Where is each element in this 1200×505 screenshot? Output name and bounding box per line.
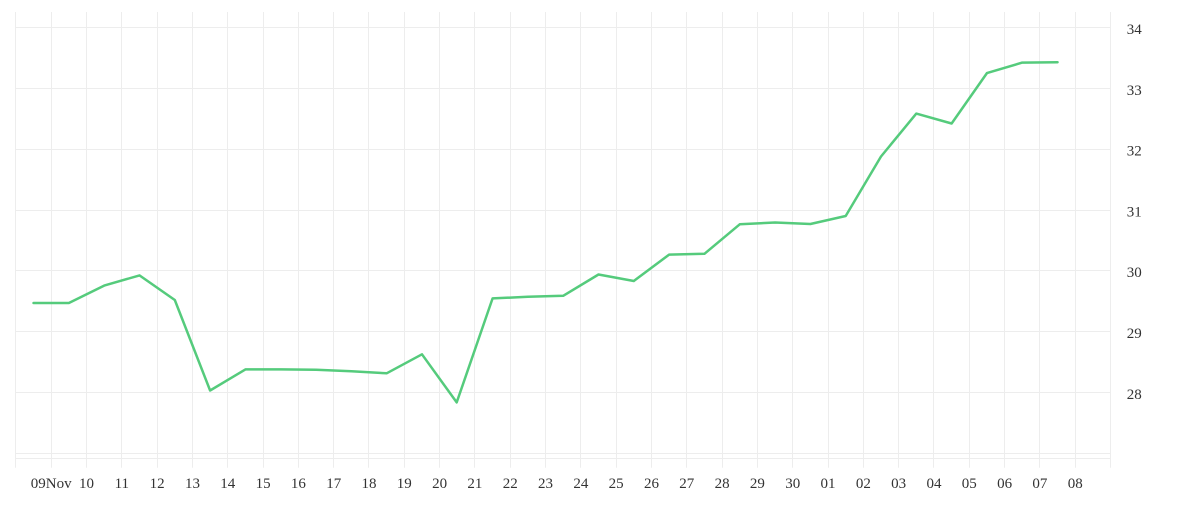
svg-text:12: 12 (150, 476, 165, 492)
svg-text:26: 26 (644, 476, 660, 492)
svg-text:17: 17 (326, 476, 342, 492)
svg-text:24: 24 (573, 476, 589, 492)
svg-text:05: 05 (962, 476, 977, 492)
svg-text:27: 27 (679, 476, 695, 492)
svg-text:25: 25 (609, 476, 624, 492)
svg-text:18: 18 (362, 476, 377, 492)
svg-text:21: 21 (467, 476, 482, 492)
svg-text:20: 20 (432, 476, 447, 492)
svg-text:28: 28 (715, 476, 730, 492)
svg-text:07: 07 (1032, 476, 1048, 492)
svg-text:22: 22 (503, 476, 518, 492)
svg-text:15: 15 (256, 476, 271, 492)
svg-text:31: 31 (1127, 204, 1142, 220)
svg-text:09Nov: 09Nov (31, 476, 72, 492)
svg-text:06: 06 (997, 476, 1013, 492)
svg-text:30: 30 (1127, 265, 1142, 281)
svg-text:34: 34 (1127, 22, 1143, 38)
svg-text:02: 02 (856, 476, 871, 492)
svg-text:32: 32 (1127, 144, 1142, 160)
svg-text:19: 19 (397, 476, 412, 492)
svg-text:11: 11 (115, 476, 129, 492)
svg-text:23: 23 (538, 476, 553, 492)
svg-text:04: 04 (926, 476, 942, 492)
svg-text:10: 10 (79, 476, 94, 492)
svg-text:14: 14 (220, 476, 236, 492)
svg-text:28: 28 (1127, 387, 1142, 403)
svg-text:29: 29 (750, 476, 765, 492)
svg-text:08: 08 (1068, 476, 1083, 492)
svg-text:33: 33 (1127, 83, 1142, 99)
svg-text:13: 13 (185, 476, 200, 492)
svg-text:30: 30 (785, 476, 800, 492)
svg-text:29: 29 (1127, 326, 1142, 342)
svg-text:03: 03 (891, 476, 906, 492)
svg-text:16: 16 (291, 476, 307, 492)
svg-text:01: 01 (821, 476, 836, 492)
